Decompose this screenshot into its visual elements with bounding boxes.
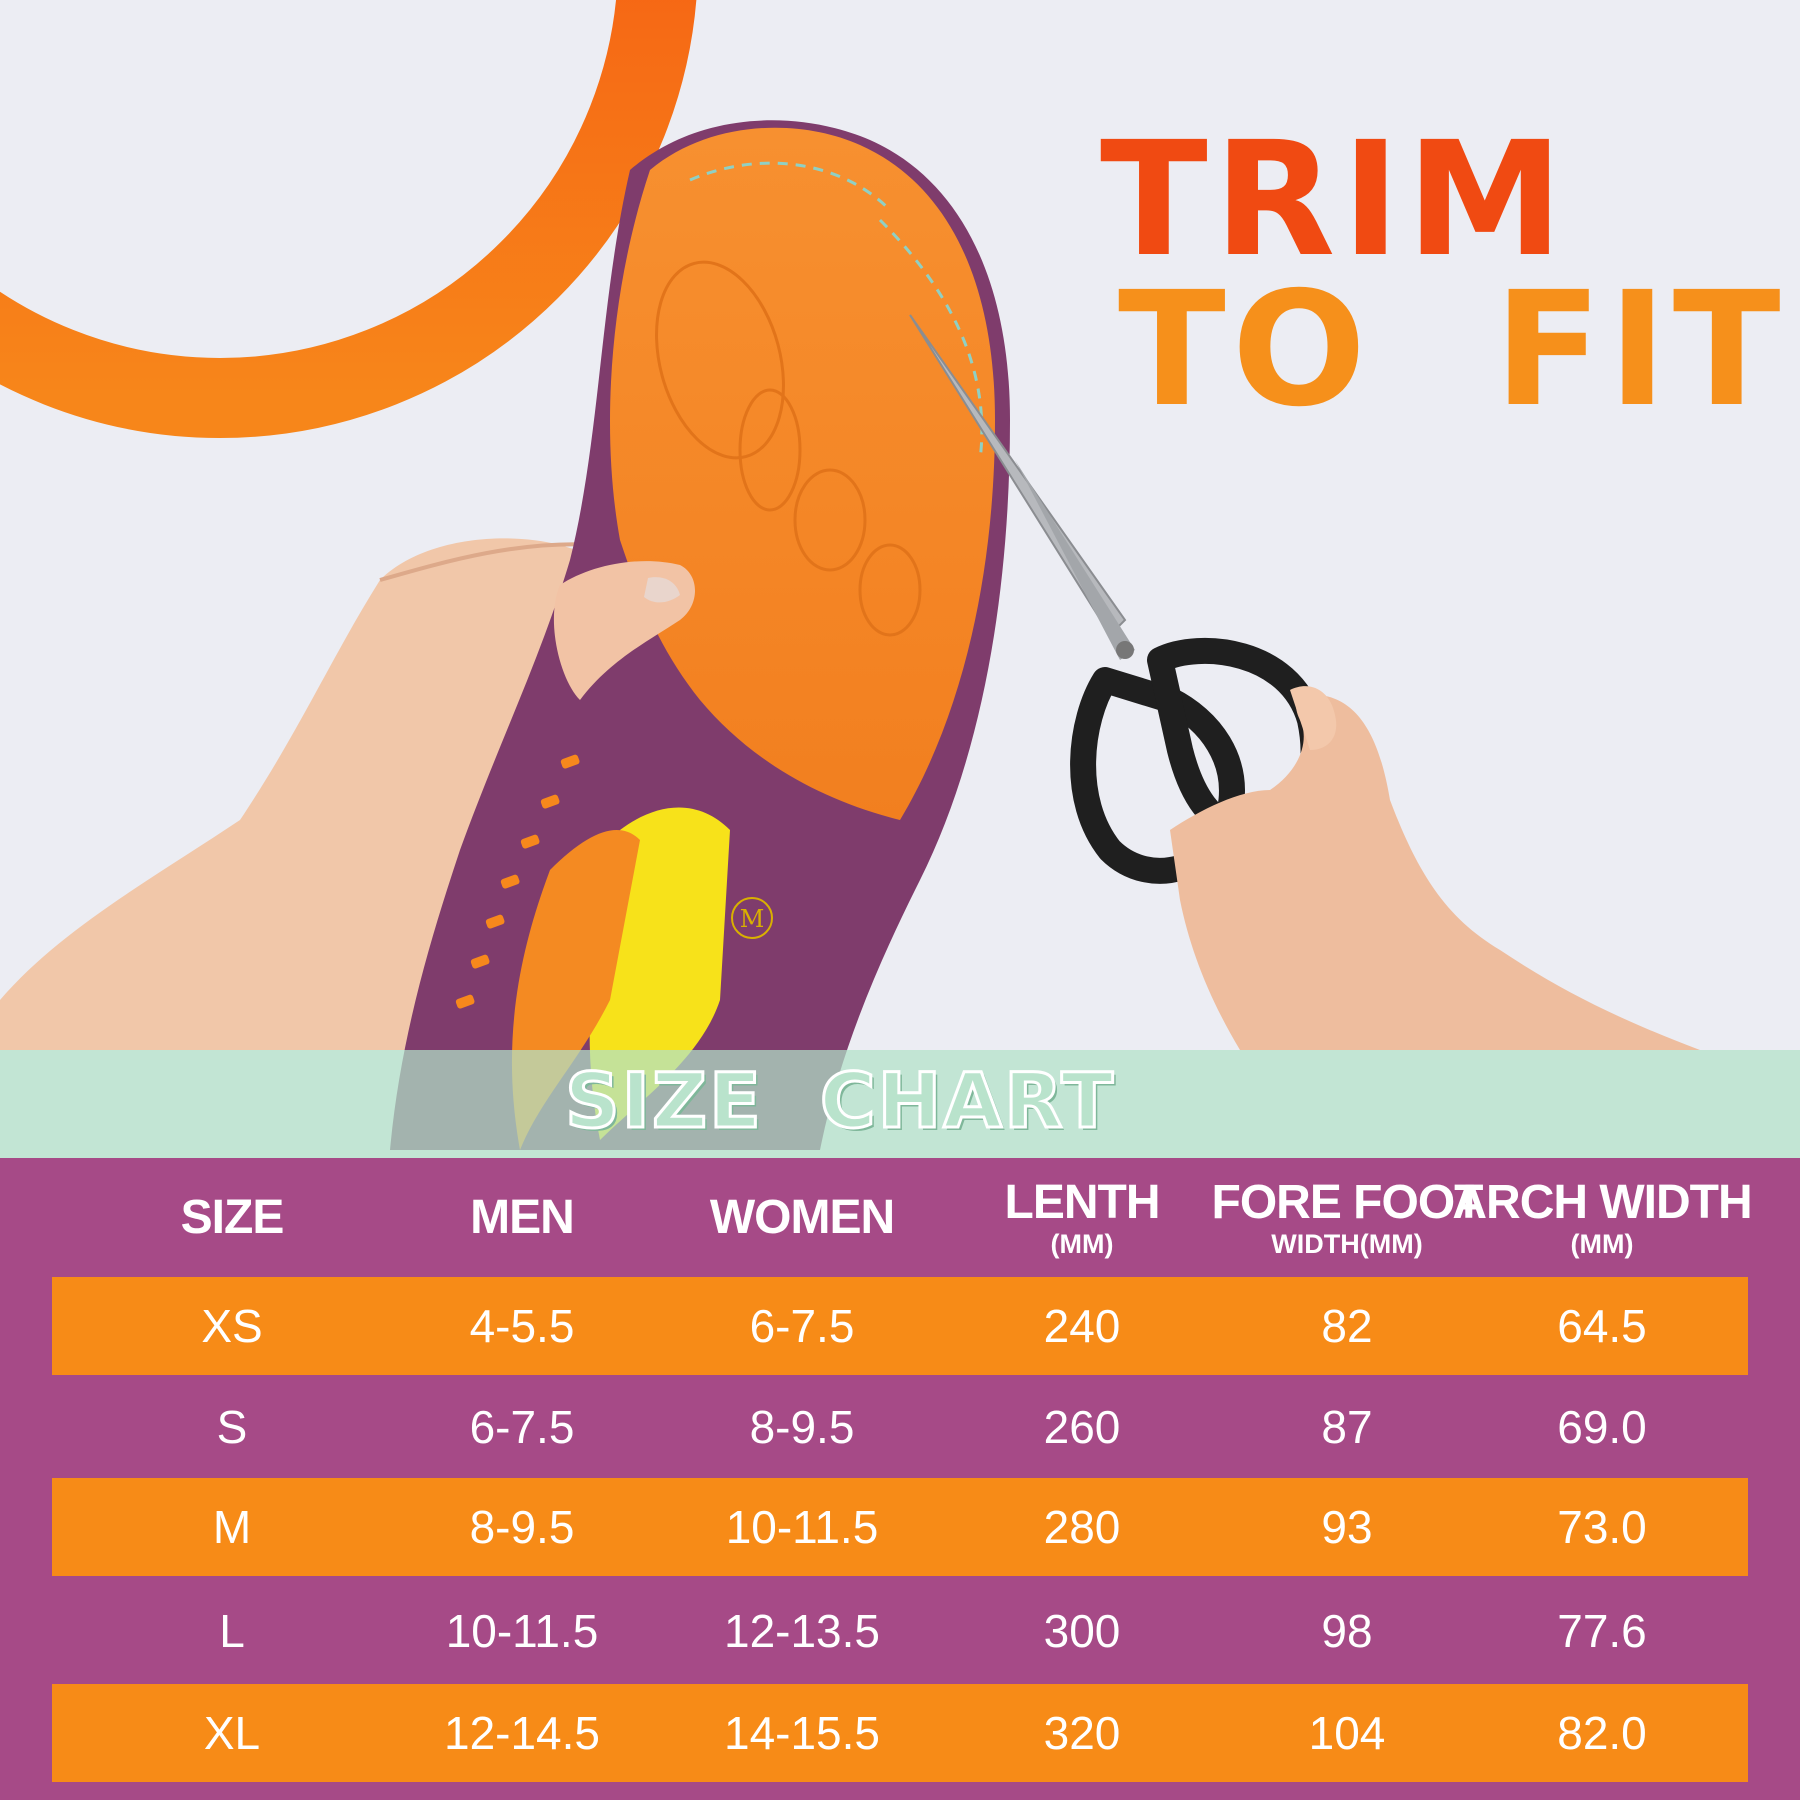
header-length: LENTH (MM) (1004, 1175, 1161, 1259)
cell-arch-width: 64.5 (1557, 1300, 1647, 1352)
headline-line-2: TO FIT (1118, 258, 1787, 442)
header-arch-width: ARCH WIDTH (MM) (1452, 1175, 1752, 1259)
cell-size: XS (201, 1300, 263, 1352)
headline-line-1: TRIM (1100, 108, 1570, 292)
cell-forefoot-width: 93 (1321, 1501, 1373, 1553)
cell-length: 280 (1043, 1501, 1121, 1553)
cell-size: S (216, 1401, 248, 1453)
cell-length: 260 (1043, 1401, 1121, 1453)
size-chart-banner (0, 1050, 1800, 1158)
cell-men: 6-7.5 (469, 1401, 575, 1453)
table-row: XS 4-5.5 6-7.5 240 82 64.5 (52, 1277, 1748, 1375)
table-row: XL 12-14.5 14-15.5 320 104 82.0 (52, 1684, 1748, 1782)
cell-men: 8-9.5 (469, 1501, 575, 1553)
cell-length: 300 (1043, 1605, 1121, 1657)
cell-forefoot-width: 98 (1321, 1605, 1373, 1657)
cell-arch-width: 82.0 (1557, 1707, 1647, 1759)
header-men: MEN (470, 1190, 575, 1244)
cell-forefoot-width: 82 (1321, 1300, 1373, 1352)
cell-arch-width: 69.0 (1557, 1401, 1647, 1453)
cell-women: 6-7.5 (749, 1300, 855, 1352)
cell-length: 320 (1043, 1707, 1121, 1759)
table-header-row: SIZE MEN WOMEN LENTH (MM) FORE FOOT WIDTH(… (52, 1165, 1753, 1270)
decorative-ring (0, 0, 697, 438)
cell-length: 240 (1043, 1300, 1121, 1352)
cell-men: 10-11.5 (445, 1605, 599, 1657)
cell-arch-width: 77.6 (1557, 1605, 1647, 1657)
cell-size: M (212, 1501, 252, 1553)
header-women: WOMEN (709, 1190, 895, 1244)
cell-women: 10-11.5 (725, 1501, 879, 1553)
cell-men: 12-14.5 (443, 1707, 600, 1759)
cell-size: XL (203, 1707, 261, 1759)
table-row: S 6-7.5 8-9.5 260 87 69.0 (52, 1378, 1748, 1476)
right-hand (1170, 693, 1700, 1050)
cell-arch-width: 73.0 (1557, 1501, 1647, 1553)
cell-forefoot-width: 104 (1308, 1707, 1386, 1759)
header-size: SIZE (180, 1190, 285, 1244)
size-chart-title: SIZE CHART (563, 1055, 1116, 1147)
insole-size-marking: M (740, 905, 765, 933)
table-row: L 10-11.5 12-13.5 300 98 77.6 (52, 1582, 1748, 1680)
cell-size: L (219, 1605, 245, 1657)
cell-men: 4-5.5 (469, 1300, 575, 1352)
cell-forefoot-width: 87 (1321, 1401, 1373, 1453)
cell-women: 8-9.5 (749, 1401, 855, 1453)
table-row: M 8-9.5 10-11.5 280 93 73.0 (52, 1478, 1748, 1576)
headline: TRIM TO FIT (1100, 108, 1787, 442)
header-forefoot-width: FORE FOOT WIDTH(MM) (1211, 1175, 1484, 1259)
cell-women: 14-15.5 (723, 1707, 880, 1759)
cell-women: 12-13.5 (723, 1605, 880, 1657)
